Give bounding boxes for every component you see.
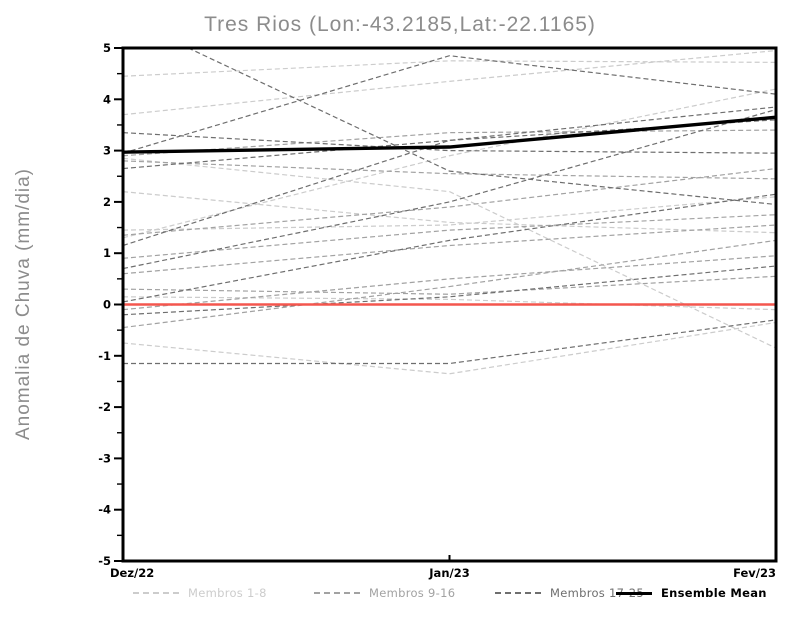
- ensemble-member-line-group2: [123, 239, 776, 329]
- ensemble-member-line-group3: [123, 106, 776, 170]
- ensemble-member-line-group3: [123, 319, 776, 365]
- ensemble-member-line-group2: [123, 167, 776, 236]
- ensemble-member-line-group2: [123, 224, 776, 275]
- ensemble-member-line-group2: [123, 129, 776, 157]
- y-tick-label: 3: [103, 144, 111, 158]
- y-tick-label: 5: [103, 41, 111, 55]
- ensemble-member-line-group2: [123, 160, 776, 180]
- ensemble-member-line-group2: [123, 275, 776, 295]
- legend-item-membros-17-25: Membros 17-25: [495, 585, 644, 601]
- y-tick-label: -5: [98, 554, 111, 568]
- ensemble-member-line-group1: [123, 296, 776, 311]
- legend-label: Ensemble Mean: [661, 586, 767, 600]
- y-tick-label: 0: [103, 298, 111, 312]
- ensemble-member-line-group2: [123, 255, 776, 311]
- ensemble-member-line-group3: [123, 132, 776, 154]
- legend-item-ensemble-mean: Ensemble Mean: [616, 585, 767, 601]
- ensemble-member-line-group3: [123, 108, 776, 270]
- chart-title: Tres Rios (Lon:-43.2185,Lat:-22.1165): [204, 13, 596, 36]
- ensemble-member-line-group1: [123, 157, 776, 349]
- y-tick-label: -3: [98, 451, 111, 465]
- legend-label: Membros 17-25: [550, 586, 644, 600]
- ensemble-mean-line: [123, 115, 776, 154]
- ensemble-member-line-group3: [123, 193, 776, 303]
- ensemble-member-line-group3: [186, 48, 776, 206]
- legend-label: Membros 9-16: [369, 586, 456, 600]
- y-tick-label: 1: [103, 246, 111, 260]
- ensemble-member-line-group1: [123, 191, 776, 234]
- ensemble-member-line-group1: [123, 321, 776, 375]
- ensemble-member-line-group1: [123, 60, 776, 77]
- x-tick-label: Fev/23: [733, 566, 776, 580]
- dashed-line-sample-dark: [495, 592, 541, 594]
- x-tick-label: Jan/23: [428, 566, 469, 580]
- y-tick-label: -1: [98, 349, 111, 363]
- ensemble-member-line-group1: [123, 88, 776, 239]
- dashed-line-sample-light: [133, 592, 179, 594]
- ensemble-member-line-group1: [123, 49, 776, 116]
- dashed-line-sample-medium: [314, 592, 360, 594]
- x-tick-label: Dez/22: [110, 566, 154, 580]
- ensemble-member-line-group3: [123, 55, 776, 154]
- y-tick-label: 2: [103, 195, 111, 209]
- y-tick-label: -2: [98, 400, 111, 414]
- plot-lines-group: [123, 48, 776, 375]
- legend: Membros 1-8 Membros 9-16 Membros 17-25 E…: [0, 585, 800, 603]
- legend-item-membros-1-8: Membros 1-8: [133, 585, 267, 601]
- y-tick-label: -4: [98, 503, 111, 517]
- ensemble-member-line-group3: [123, 265, 776, 316]
- ensemble-member-line-group1: [123, 196, 776, 231]
- legend-label: Membros 1-8: [188, 586, 267, 600]
- ensemble-member-line-group2: [123, 214, 776, 259]
- solid-line-sample: [616, 591, 652, 595]
- legend-item-membros-9-16: Membros 9-16: [314, 585, 455, 601]
- y-tick-label: 4: [103, 92, 111, 106]
